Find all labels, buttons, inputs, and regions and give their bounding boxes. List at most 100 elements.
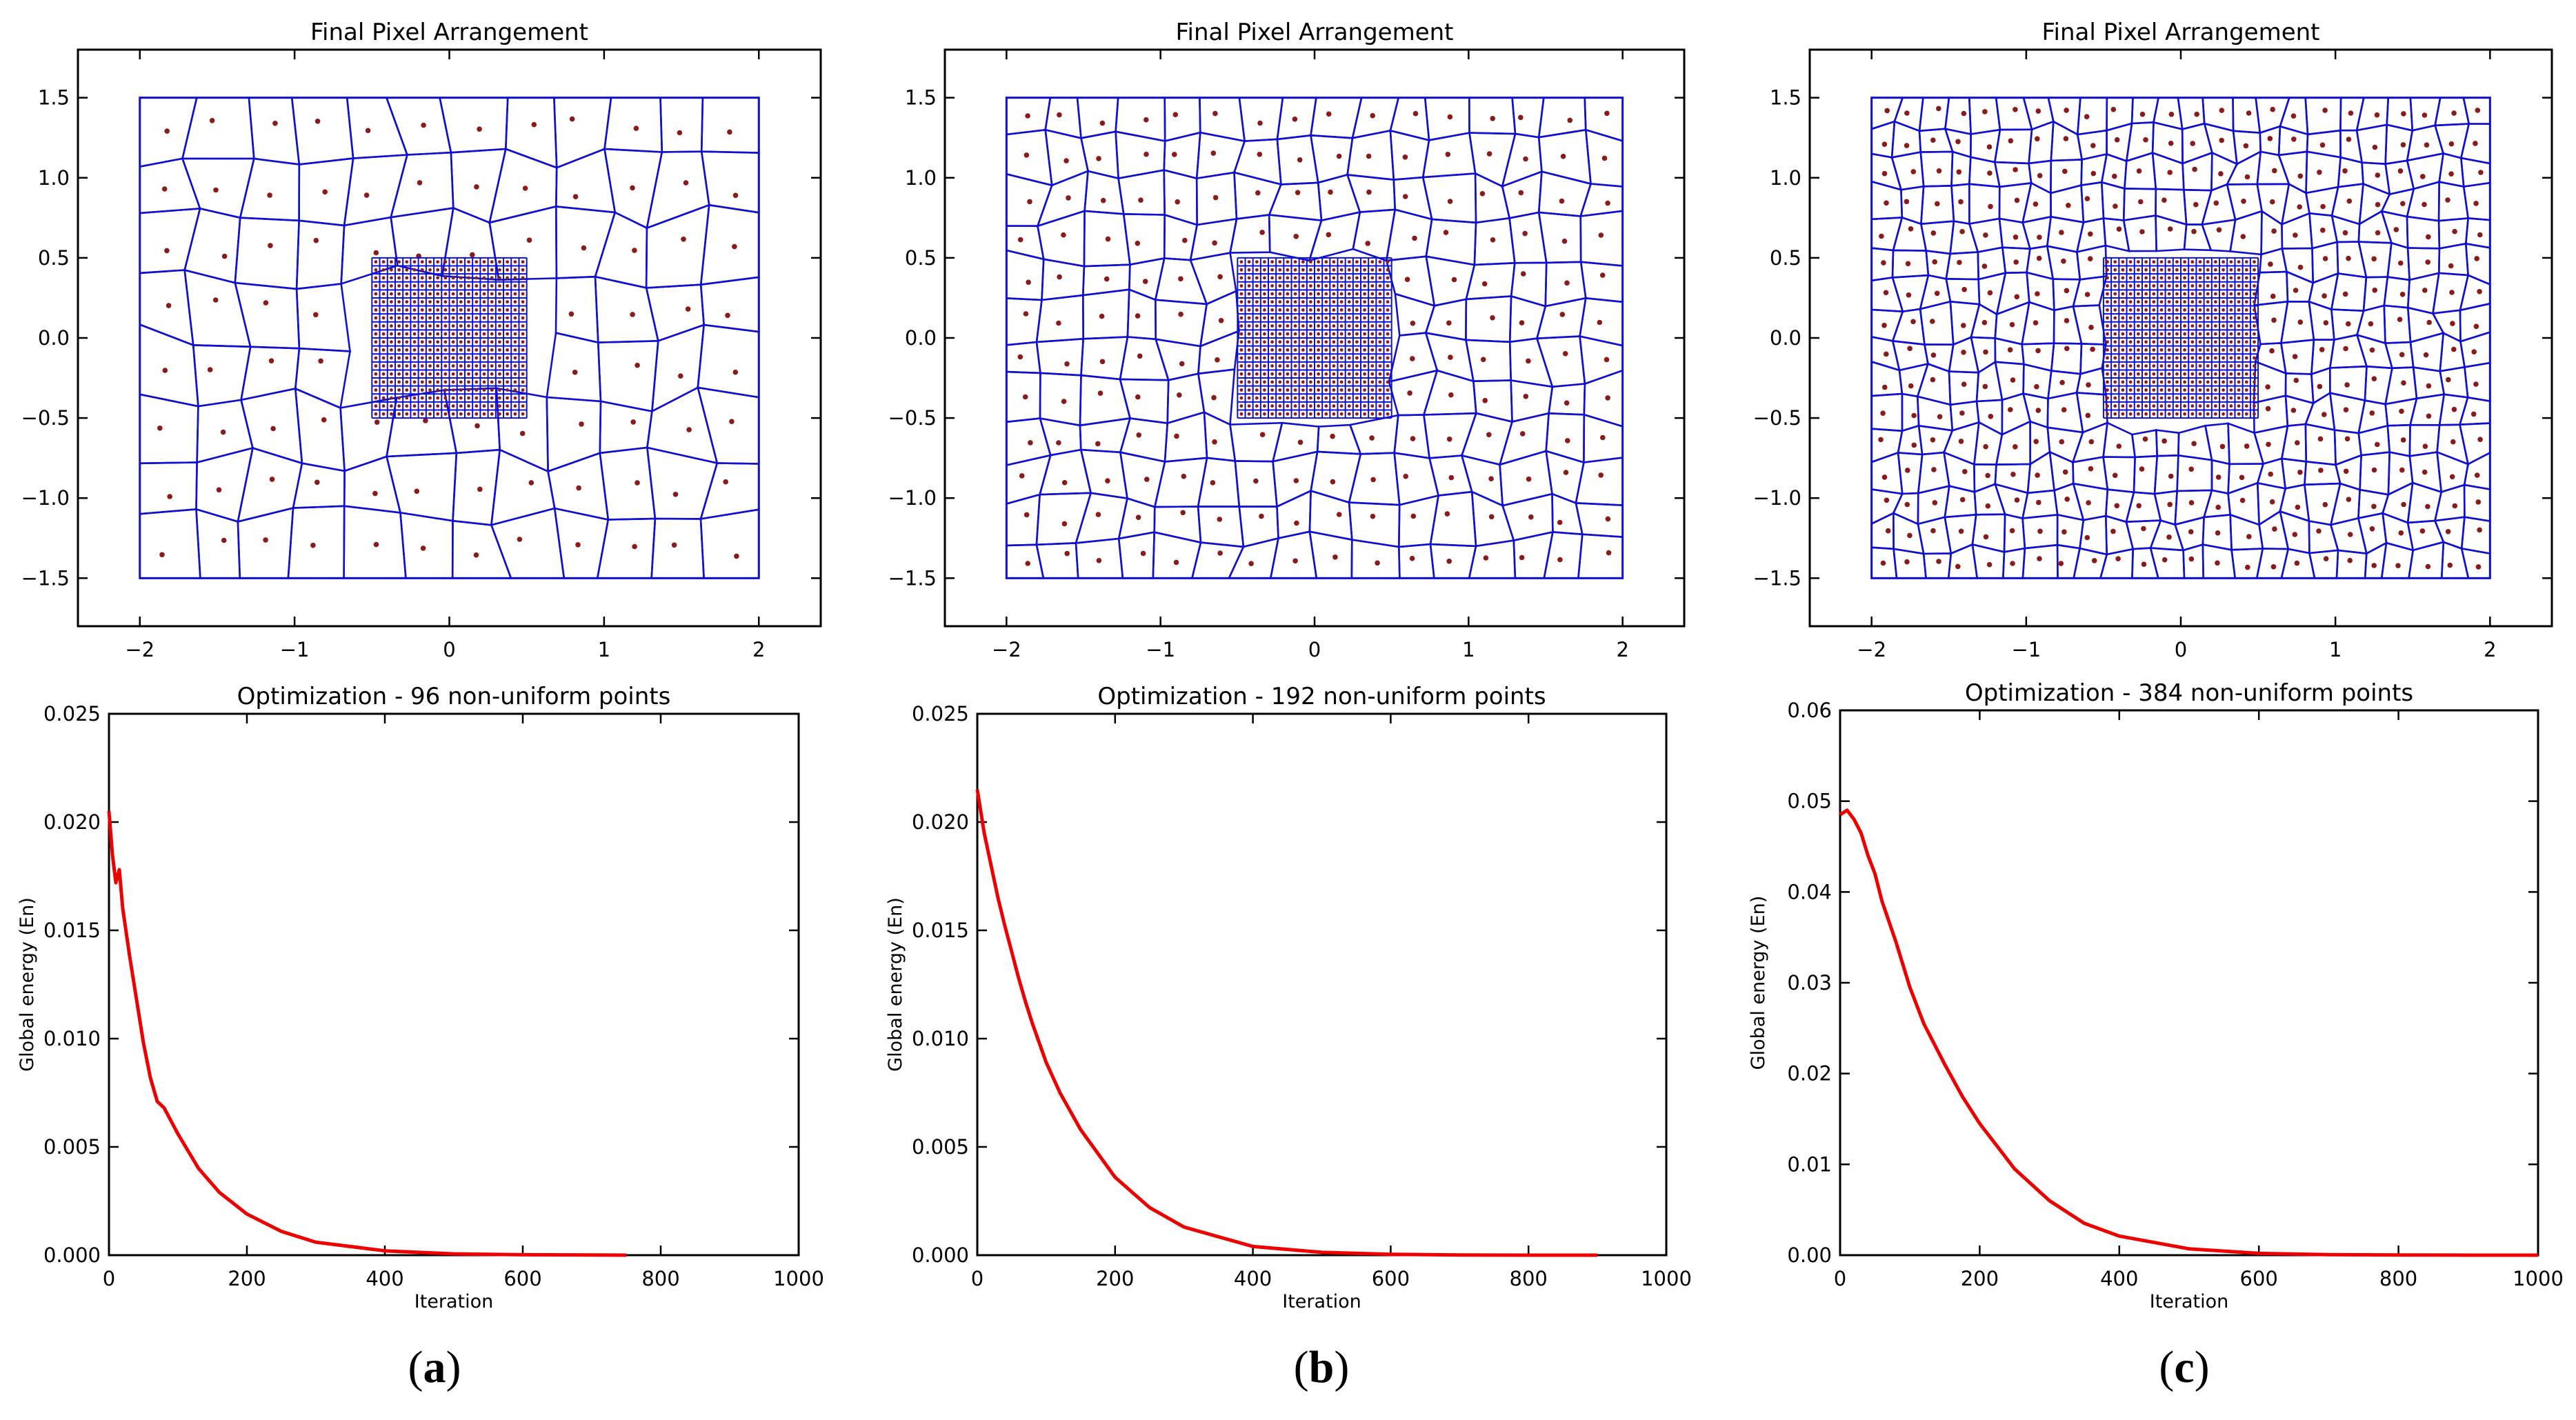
inner-site-point	[2206, 340, 2210, 344]
inner-site-point	[2128, 380, 2133, 384]
site-point	[576, 485, 581, 491]
voronoi-cell	[2304, 423, 2337, 466]
site-point	[1409, 555, 1415, 561]
inner-site-point	[2183, 308, 2187, 312]
voronoi-cell	[1392, 176, 1433, 221]
site-point	[268, 243, 273, 248]
site-point	[1217, 274, 1223, 280]
inner-site-point	[1378, 340, 1382, 344]
voronoi-cell	[2386, 241, 2410, 281]
voronoi-cell	[2308, 300, 2335, 341]
inner-site-point	[1270, 316, 1274, 320]
inner-site-point	[405, 316, 409, 320]
site-point	[1880, 560, 1886, 566]
inner-site-point	[2113, 348, 2117, 352]
site-point	[2426, 383, 2432, 389]
inner-site-point	[1247, 284, 1251, 288]
site-point	[2397, 317, 2403, 323]
inner-site-point	[1370, 412, 1375, 416]
site-point	[164, 248, 170, 254]
inner-site-point	[381, 380, 386, 384]
inner-site-point	[451, 300, 455, 304]
voronoi-cell	[1891, 308, 1926, 346]
inner-site-point	[428, 372, 432, 376]
site-point	[470, 252, 475, 258]
inner-site-point	[2206, 364, 2210, 368]
voronoi-cell	[597, 339, 659, 412]
site-point	[2013, 234, 2019, 240]
inner-site-point	[405, 324, 409, 328]
voronoi-cell	[1918, 128, 1954, 153]
inner-site-point	[1355, 332, 1359, 336]
inner-site-point	[2253, 284, 2256, 288]
voronoi-cell	[1189, 252, 1237, 306]
inner-site-point	[498, 276, 501, 280]
site-point	[2139, 229, 2145, 234]
inner-site-point	[1332, 324, 1336, 328]
inner-site-point	[1293, 292, 1297, 296]
inner-site-point	[1339, 380, 1344, 384]
site-point	[2219, 108, 2225, 113]
voronoi-cell	[2458, 422, 2491, 466]
inner-site-point	[482, 372, 486, 376]
inner-site-point	[2190, 380, 2195, 384]
inner-site-point	[2159, 316, 2164, 320]
site-point	[212, 297, 219, 303]
inner-site-point	[475, 380, 479, 384]
inner-site-point	[436, 284, 440, 288]
inner-site-point	[1339, 300, 1344, 304]
inner-site-point	[374, 372, 378, 376]
site-point	[1177, 392, 1182, 398]
site-point	[1932, 259, 1937, 265]
site-point	[2241, 199, 2246, 204]
voronoi-cell	[295, 219, 346, 290]
opt-c-xtick-label: 200	[1961, 1267, 1999, 1290]
inner-site-point	[2159, 300, 2164, 304]
inner-site-point	[397, 316, 401, 320]
site-point	[2246, 534, 2252, 539]
site-point	[2265, 406, 2271, 412]
site-point	[2297, 470, 2303, 475]
inner-site-point	[2190, 356, 2195, 360]
voronoi-cell	[1268, 181, 1323, 222]
inner-site-point	[1255, 284, 1259, 288]
opt-a-xtick-label: 600	[503, 1267, 541, 1290]
inner-dense-grid	[1237, 257, 1392, 419]
site-point	[2346, 137, 2352, 142]
inner-site-point	[1332, 300, 1336, 304]
site-point	[2271, 317, 2277, 323]
inner-site-point	[490, 324, 494, 328]
inner-site-point	[1309, 276, 1312, 280]
inner-site-point	[521, 372, 525, 376]
voronoi-cell	[2076, 97, 2108, 136]
site-point	[1105, 478, 1110, 483]
inner-site-point	[521, 324, 525, 328]
inner-site-point	[2144, 324, 2148, 328]
voronoi-cell	[2106, 97, 2134, 132]
inner-site-point	[1255, 348, 1259, 352]
inner-site-point	[482, 356, 486, 360]
inner-site-point	[475, 268, 479, 272]
inner-site-point	[443, 276, 448, 280]
site-point	[267, 192, 272, 198]
inner-site-point	[2106, 260, 2109, 264]
site-point	[1985, 472, 1990, 479]
site-point	[729, 419, 735, 424]
inner-site-point	[2214, 388, 2217, 392]
site-point	[1336, 153, 1342, 159]
inner-site-point	[1332, 356, 1336, 360]
voronoi-cell	[1922, 552, 1953, 579]
arr-c-xtick-label: 0	[2175, 638, 2187, 661]
inner-site-point	[2121, 372, 2125, 376]
arr-a-ytick-label: 1.0	[38, 166, 70, 190]
opt-b-axes-frame	[976, 712, 1668, 1257]
inner-site-point	[459, 340, 463, 344]
inner-site-point	[1317, 388, 1320, 392]
site-point	[2473, 201, 2479, 206]
voronoi-cell	[2155, 188, 2188, 226]
site-point	[1523, 156, 1528, 162]
inner-site-point	[490, 308, 494, 312]
inner-site-point	[1324, 372, 1328, 376]
inner-site-point	[2206, 284, 2210, 288]
